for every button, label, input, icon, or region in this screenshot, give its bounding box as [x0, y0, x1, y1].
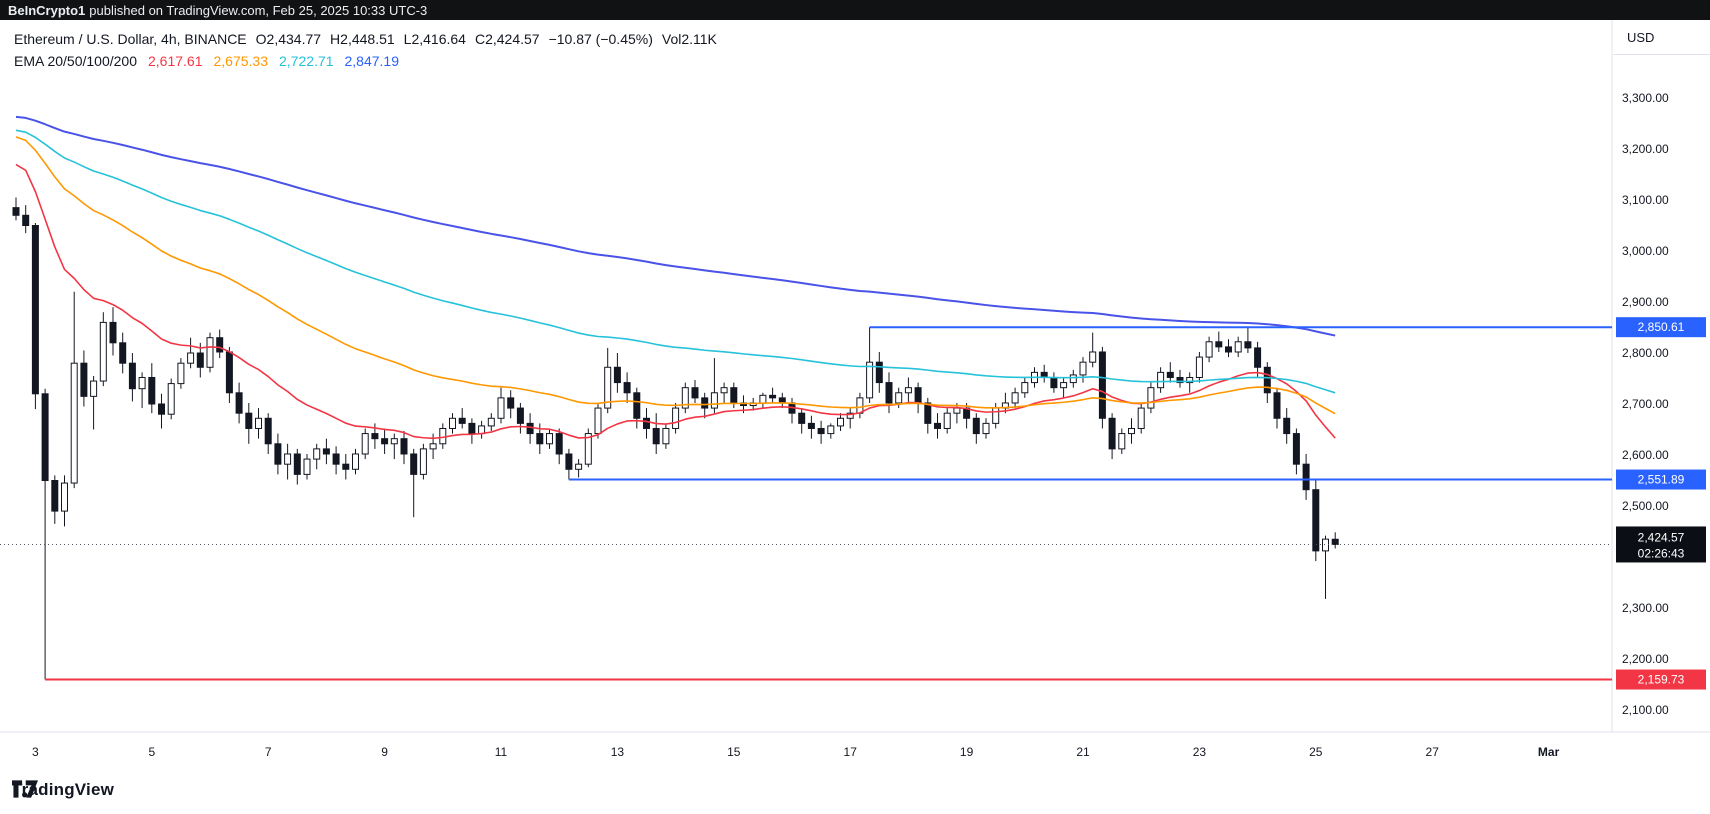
- ema-200-value: 2,847.19: [344, 53, 400, 69]
- time-tick-label: 5: [148, 745, 155, 759]
- price-tick-label: 3,200.00: [1622, 142, 1669, 156]
- price-level-2,159.73[interactable]: 2,159.73: [45, 669, 1706, 690]
- symbol-legend-row[interactable]: Ethereum / U.S. Dollar, 4h, BINANCE O2,4…: [14, 28, 717, 50]
- price-tick-label: 3,100.00: [1622, 193, 1669, 207]
- time-tick-label: 15: [727, 745, 741, 759]
- ema-50-line[interactable]: [15, 136, 1336, 415]
- time-axis-labels[interactable]: 3 5 7 9 11 13 15 17 19 21 23 25 27 Mar: [32, 745, 1560, 759]
- price-level-badge: [1616, 669, 1706, 690]
- publisher-username: BeInCrypto1: [8, 2, 86, 18]
- price-tick-label: 2,900.00: [1622, 295, 1669, 309]
- price-level-badge: [1616, 317, 1706, 338]
- symbol-title: Ethereum / U.S. Dollar, 4h, BINANCE: [14, 31, 247, 47]
- price-tick-label: 2,200.00: [1622, 652, 1669, 666]
- chart-container: 3,300.00 3,200.00 3,100.00 3,000.00 2,900.00…: [0, 20, 1710, 814]
- price-level-2,850.61[interactable]: 2,850.61: [869, 317, 1706, 338]
- time-tick-label: 25: [1309, 745, 1323, 759]
- price-tick-label: 2,300.00: [1622, 601, 1669, 615]
- price-level-badge: [1616, 469, 1706, 490]
- time-tick-label: 7: [265, 745, 272, 759]
- ema-100-line[interactable]: [15, 129, 1336, 394]
- ema-legend-row[interactable]: EMA 20/50/100/200 2,617.61 2,675.33 2,72…: [14, 50, 717, 72]
- price-tick-label: 2,600.00: [1622, 448, 1669, 462]
- price-change: −10.87 (−0.45%): [548, 31, 653, 47]
- price-tick-label: 2,800.00: [1622, 346, 1669, 360]
- time-tick-label: 13: [611, 745, 625, 759]
- chart-legend: Ethereum / U.S. Dollar, 4h, BINANCE O2,4…: [14, 28, 717, 72]
- currency-axis-toggle[interactable]: USD: [1613, 20, 1710, 55]
- price-tick-label: 3,000.00: [1622, 244, 1669, 258]
- tradingview-logo-icon: [12, 780, 38, 798]
- tradingview-attribution[interactable]: TradingView: [12, 780, 114, 800]
- publish-bar-text: published on TradingView.com, Feb 25, 20…: [89, 2, 428, 18]
- publish-bar: BeInCrypto1 published on TradingView.com…: [0, 0, 1710, 20]
- time-tick-label: 11: [495, 745, 508, 759]
- candlestick-series[interactable]: [12, 197, 1339, 680]
- price-level-2,551.89[interactable]: 2,551.89: [568, 469, 1706, 490]
- time-tick-label: Mar: [1538, 745, 1560, 759]
- price-tick-label: 2,100.00: [1622, 703, 1669, 717]
- last-price-badge[interactable]: 2,424.57 02:26:43: [1616, 526, 1706, 563]
- time-tick-label: 17: [844, 745, 858, 759]
- ema-20-value: 2,617.61: [148, 53, 203, 69]
- bar-countdown: 02:26:43: [1638, 546, 1685, 560]
- last-price-value: 2,424.57: [1638, 530, 1685, 544]
- time-tick-label: 27: [1426, 745, 1440, 759]
- svg-text:2,850.61: 2,850.61: [1638, 320, 1685, 334]
- time-tick-label: 21: [1076, 745, 1090, 759]
- ema-indicator-label: EMA 20/50/100/200: [14, 53, 137, 69]
- time-tick-label: 19: [960, 745, 974, 759]
- price-tick-label: 2,500.00: [1622, 499, 1669, 513]
- price-axis-labels[interactable]: 3,300.00 3,200.00 3,100.00 3,000.00 2,900.00…: [1622, 91, 1669, 717]
- ema-50-value: 2,675.33: [213, 53, 269, 69]
- price-tick-label: 3,300.00: [1622, 91, 1669, 105]
- price-tick-label: 2,700.00: [1622, 397, 1669, 411]
- high-value: H2,448.51: [330, 31, 395, 47]
- open-value: O2,434.77: [255, 31, 322, 47]
- price-chart-canvas[interactable]: 3,300.00 3,200.00 3,100.00 3,000.00 2,900.00…: [0, 20, 1710, 814]
- time-tick-label: 3: [32, 745, 39, 759]
- time-tick-label: 23: [1193, 745, 1207, 759]
- ema-20-line[interactable]: [15, 163, 1336, 440]
- tradingview-wordmark: TradingView: [12, 780, 115, 799]
- ema-100-value: 2,722.71: [279, 53, 334, 69]
- volume-value: Vol2.11K: [661, 31, 717, 47]
- ema-200-line[interactable]: [15, 115, 1336, 337]
- currency-label: USD: [1627, 29, 1655, 45]
- time-tick-label: 9: [381, 745, 388, 759]
- svg-text:2,551.89: 2,551.89: [1638, 473, 1685, 487]
- svg-text:2,159.73: 2,159.73: [1638, 673, 1685, 687]
- close-value: C2,424.57: [474, 31, 540, 47]
- low-value: L2,416.64: [403, 31, 466, 47]
